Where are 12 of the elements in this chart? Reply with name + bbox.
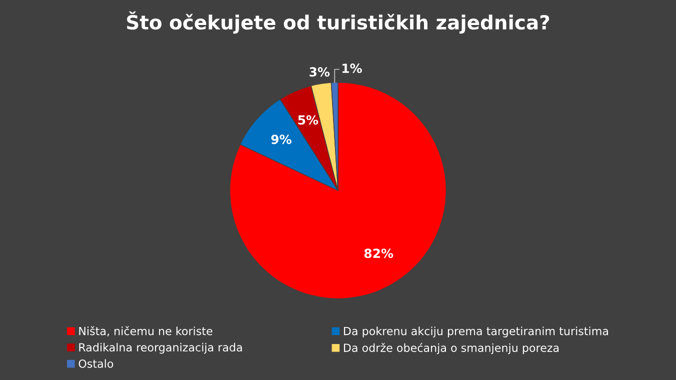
data-label: 1% — [342, 64, 362, 73]
legend-label: Ostalo — [78, 359, 114, 368]
legend-label: Radikalna reorganizacija rada — [79, 342, 242, 354]
pie-slice — [229, 82, 446, 300]
data-label: 9% — [271, 134, 292, 144]
legend-label: Ništa, ničemu ne koriste — [79, 326, 212, 336]
data-label: 3% — [310, 67, 330, 77]
chart-title: Što očekujete od turističkih zajednica? — [127, 11, 550, 34]
data-label: 82% — [364, 248, 394, 258]
legend-label: Da pokrenu akciju prema targetiranim turistima — [344, 326, 608, 338]
legend-label: Da održe obećanja o smanjenju poreza — [344, 342, 559, 354]
data-label: 5% — [298, 115, 318, 125]
